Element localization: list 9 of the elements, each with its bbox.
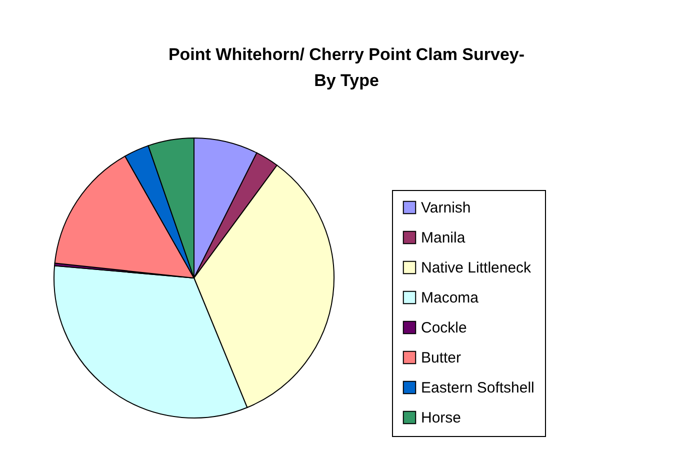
legend-label: Cockle — [421, 320, 467, 336]
legend-label: Varnish — [421, 200, 471, 216]
legend-label: Native Littleneck — [421, 260, 532, 276]
legend-label: Horse — [421, 410, 462, 426]
legend-label: Macoma — [421, 290, 480, 306]
legend-label: Eastern Softshell — [421, 380, 534, 396]
legend-label: Manila — [421, 230, 466, 246]
chart-title: Point Whitehorn/ Cherry Point Clam Survey- By Type — [168, 45, 525, 90]
legend-label: Butter — [421, 350, 462, 366]
